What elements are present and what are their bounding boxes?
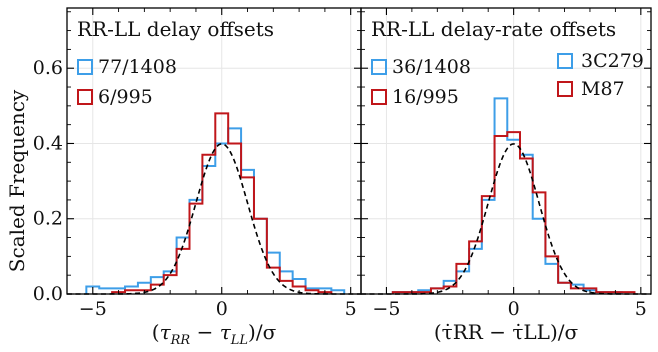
panel-title: RR-LL delay-rate offsets	[371, 17, 616, 41]
x-axis-label: (τRR − τLL)/σ	[152, 320, 277, 348]
x-axis-label: (τ̇RR − τ̇LL)/σ	[434, 320, 579, 344]
source-legend: 3C279 M87	[557, 50, 644, 100]
gaussian-reference-curve	[67, 143, 361, 295]
legend-label-3c279: 3C279	[581, 50, 644, 72]
y-tick-label: 0.2	[33, 208, 63, 230]
histogram-m87	[391, 131, 636, 294]
panel-title: RR-LL delay offsets	[77, 17, 274, 41]
histogram-m87	[111, 112, 333, 294]
y-tick-label: 0.6	[33, 57, 63, 79]
outlier-count-label: 16/995	[392, 86, 459, 108]
outlier-count-label: 36/1408	[392, 56, 471, 78]
x-tick-label: 0	[216, 298, 228, 320]
panel-delay-rate-offsets: −5 0 5 RR-LL delay-rate offsets 36/1408 16/99…	[360, 7, 652, 344]
legend-swatch-m87	[77, 89, 93, 105]
x-tick-label: −5	[79, 298, 107, 320]
x-tick-label: 0	[508, 298, 520, 320]
x-tick-label: 5	[635, 298, 647, 320]
legend-label-m87: M87	[581, 78, 625, 100]
x-tick-label: −5	[372, 298, 400, 320]
plot-frame	[360, 7, 652, 295]
y-tick-label: 0.4	[33, 132, 63, 154]
panel-delay-offsets: −5 0 5 0.0 0.2 0.4 0.6 RR-LL delay offsets 77/14…	[33, 7, 362, 348]
outlier-count-label: 6/995	[98, 86, 153, 108]
x-tick-label: 5	[345, 298, 357, 320]
legend-swatch-m87	[371, 89, 387, 105]
legend-swatch-3c279	[371, 59, 387, 75]
y-axis-label: Scaled Frequency	[5, 89, 29, 272]
y-tick-label: 0.0	[33, 283, 63, 305]
histogram-3c279	[391, 97, 623, 294]
outlier-count-label: 77/1408	[98, 56, 177, 78]
legend-swatch-3c279	[557, 53, 573, 69]
legend-swatch-3c279	[77, 59, 93, 75]
legend-swatch-m87	[557, 81, 573, 97]
